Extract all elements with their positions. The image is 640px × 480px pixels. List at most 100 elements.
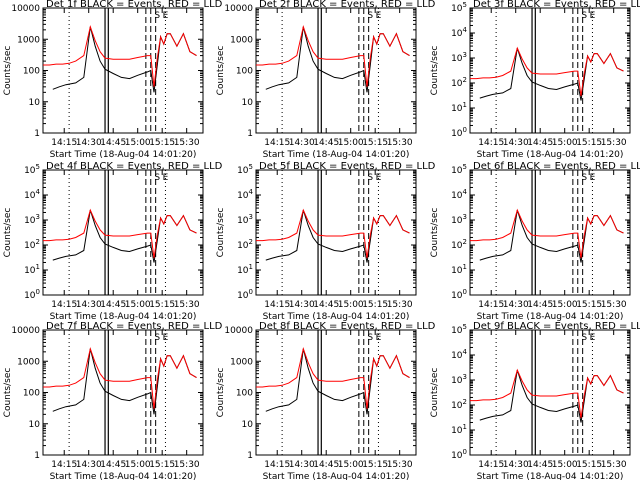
y-axis-label: Counts/sec — [430, 208, 440, 258]
detector-plot-3: Det 3f BLACK = Events, RED = LLD Counts/s… — [430, 0, 640, 160]
region-label: S — [581, 11, 587, 21]
plot-frame — [255, 7, 417, 134]
plot-title: Det 3f BLACK = Events, RED = LLD — [473, 0, 640, 10]
y-tick-label: 1000 — [17, 357, 40, 367]
y-tick-label: 1 — [247, 451, 253, 461]
region-label: E — [590, 173, 596, 183]
x-tick-label: 15:00 — [338, 138, 364, 148]
plot-title: Det 5f BLACK = Events, RED = LLD — [259, 161, 436, 172]
plot-frame — [255, 169, 417, 296]
x-tick-label: 14:15 — [264, 300, 290, 310]
x-axis-label: Start Time (18-Aug-04 14:01:20) — [50, 150, 197, 160]
region-label: S — [367, 11, 373, 21]
y-tick-label: 103 — [451, 213, 467, 226]
x-tick-label: 14:45 — [313, 460, 339, 470]
x-tick-label: 15:15 — [576, 460, 602, 470]
x-axis-label: Start Time (18-Aug-04 14:01:20) — [50, 472, 197, 480]
x-tick-label: 15:00 — [338, 300, 364, 310]
region-label: E — [376, 11, 382, 21]
region-label: S — [367, 333, 373, 343]
x-tick-label: 14:45 — [313, 138, 339, 148]
series-lld-line — [43, 208, 197, 259]
y-tick-label: 100 — [237, 288, 253, 301]
x-tick-label: 15:30 — [387, 138, 413, 148]
plot-title: Det 2f BLACK = Events, RED = LLD — [259, 0, 436, 10]
x-tick-label: 15:15 — [362, 460, 388, 470]
x-tick-label: 15:30 — [174, 138, 200, 148]
region-label: S — [154, 333, 160, 343]
series-lld-line — [470, 368, 624, 419]
x-tick-label: 15:30 — [601, 460, 627, 470]
y-tick-label: 100 — [23, 67, 40, 77]
x-tick-label: 14:30 — [76, 300, 102, 310]
plot-frame — [42, 329, 204, 456]
x-tick-label: 15:15 — [576, 138, 602, 148]
region-label: E — [590, 11, 596, 21]
y-tick-label: 10000 — [224, 326, 253, 336]
y-tick-label: 103 — [24, 213, 40, 226]
region-label: E — [163, 173, 169, 183]
plot-frame — [469, 329, 631, 456]
detector-plot-9: Det 9f BLACK = Events, RED = LLD Counts/s… — [430, 321, 640, 480]
x-axis-label: Start Time (18-Aug-04 14:01:20) — [263, 312, 410, 322]
x-tick-label: 14:30 — [503, 138, 529, 148]
y-tick-label: 10000 — [224, 4, 253, 14]
y-tick-label: 100 — [23, 389, 40, 399]
y-tick-label: 1000 — [17, 35, 40, 45]
y-tick-label: 105 — [451, 163, 467, 176]
y-tick-label: 10 — [242, 420, 254, 430]
y-tick-label: 101 — [451, 101, 467, 114]
y-tick-label: 100 — [24, 288, 40, 301]
x-tick-label: 14:15 — [51, 300, 77, 310]
x-tick-label: 15:15 — [362, 300, 388, 310]
x-tick-label: 14:45 — [527, 460, 553, 470]
detector-plot-2: Det 2f BLACK = Events, RED = LLD Counts/s… — [216, 0, 436, 160]
x-tick-label: 15:15 — [149, 138, 175, 148]
y-tick-label: 102 — [451, 238, 467, 251]
y-tick-label: 10000 — [11, 4, 40, 14]
y-tick-label: 1000 — [230, 35, 253, 45]
y-axis-label: Counts/sec — [430, 46, 440, 96]
y-tick-label: 100 — [236, 67, 253, 77]
y-tick-label: 100 — [451, 126, 467, 139]
y-tick-label: 105 — [237, 163, 253, 176]
y-axis-label: Counts/sec — [216, 368, 226, 418]
detector-plot-7: Det 7f BLACK = Events, RED = LLD Counts/s… — [3, 321, 223, 480]
y-tick-label: 104 — [451, 188, 467, 201]
series-lld-line — [43, 346, 197, 409]
x-tick-label: 15:00 — [338, 460, 364, 470]
y-tick-label: 102 — [451, 76, 467, 89]
y-axis-label: Counts/sec — [216, 46, 226, 96]
x-tick-label: 14:30 — [289, 138, 315, 148]
x-tick-label: 14:30 — [503, 300, 529, 310]
x-tick-label: 15:00 — [552, 138, 578, 148]
x-axis-label: Start Time (18-Aug-04 14:01:20) — [263, 150, 410, 160]
plot-title: Det 9f BLACK = Events, RED = LLD — [473, 321, 640, 332]
y-tick-label: 101 — [237, 263, 253, 276]
y-tick-label: 103 — [451, 373, 467, 386]
region-label: S — [367, 173, 373, 183]
x-tick-label: 14:30 — [503, 460, 529, 470]
y-tick-label: 10000 — [11, 326, 40, 336]
region-label: S — [154, 173, 160, 183]
y-tick-label: 105 — [451, 323, 467, 336]
x-tick-label: 15:30 — [387, 460, 413, 470]
y-tick-label: 104 — [237, 188, 253, 201]
y-tick-label: 1000 — [230, 357, 253, 367]
x-tick-label: 14:15 — [51, 460, 77, 470]
plot-frame — [42, 169, 204, 296]
x-tick-label: 14:45 — [527, 300, 553, 310]
x-tick-label: 15:15 — [149, 460, 175, 470]
x-tick-label: 14:30 — [76, 460, 102, 470]
x-tick-label: 14:45 — [527, 138, 553, 148]
plot-frame — [255, 329, 417, 456]
x-tick-label: 15:00 — [552, 460, 578, 470]
detector-plot-8: Det 8f BLACK = Events, RED = LLD Counts/s… — [216, 321, 436, 480]
x-tick-label: 14:15 — [478, 138, 504, 148]
x-tick-label: 15:15 — [362, 138, 388, 148]
x-tick-label: 15:15 — [149, 300, 175, 310]
y-tick-label: 100 — [451, 448, 467, 461]
region-label: E — [376, 173, 382, 183]
x-tick-label: 15:00 — [125, 138, 151, 148]
